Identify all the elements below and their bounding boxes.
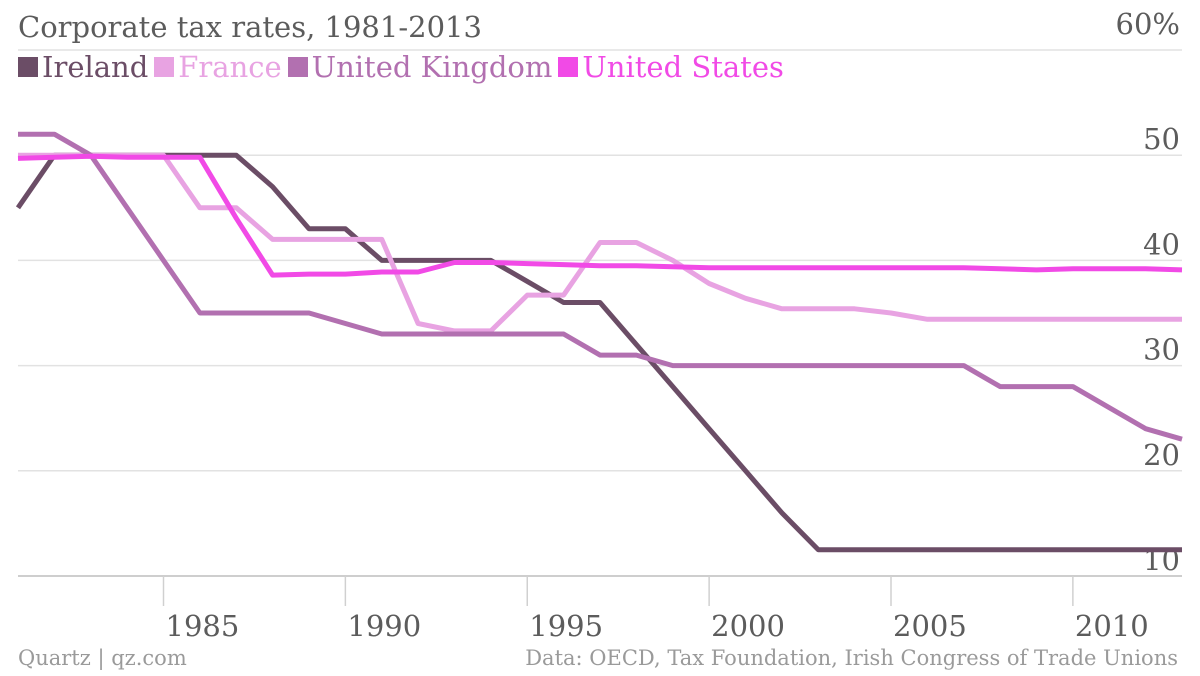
series-line-united-kingdom: [18, 131, 1183, 442]
legend-label: United Kingdom: [311, 50, 553, 84]
x-tick-label: 1995: [529, 609, 603, 643]
footer-source: Data: OECD, Tax Foundation, Irish Congre…: [525, 646, 1178, 670]
series-line-united-states: [17, 153, 1183, 278]
y-tick-label: 30: [1143, 333, 1180, 367]
legend-swatch: [558, 57, 579, 77]
legend-swatch: [287, 57, 308, 77]
footer-credit: Quartz | qz.com: [18, 646, 187, 670]
y-tick-label: 20: [1143, 438, 1180, 472]
y-tick-label: 40: [1143, 227, 1180, 261]
x-tick-label: 2010: [1075, 609, 1149, 643]
legend-label: France: [178, 50, 282, 84]
legend-label: Ireland: [42, 50, 149, 84]
legend-label: United States: [582, 50, 784, 84]
x-tick-label: 2000: [711, 609, 785, 643]
legend-item-ireland: Ireland: [18, 50, 148, 84]
legend: Ireland France United Kingdom United States: [18, 50, 790, 84]
legend-item-united-states: United States: [558, 50, 784, 84]
series-line-france: [18, 152, 1182, 334]
x-tick-label: 2005: [893, 609, 967, 643]
series-line-ireland: [15, 152, 1182, 553]
legend-item-france: France: [154, 50, 282, 84]
y-tick-label: 50: [1143, 122, 1180, 156]
legend-swatch: [154, 57, 175, 77]
y-unit-label: 60%: [1116, 7, 1180, 41]
x-tick-label: 1985: [166, 609, 240, 643]
chart-title: Corporate tax rates, 1981-2013: [18, 10, 482, 44]
legend-item-united-kingdom: United Kingdom: [287, 50, 553, 84]
legend-swatch: [18, 57, 38, 77]
x-tick-label: 1990: [347, 609, 421, 643]
